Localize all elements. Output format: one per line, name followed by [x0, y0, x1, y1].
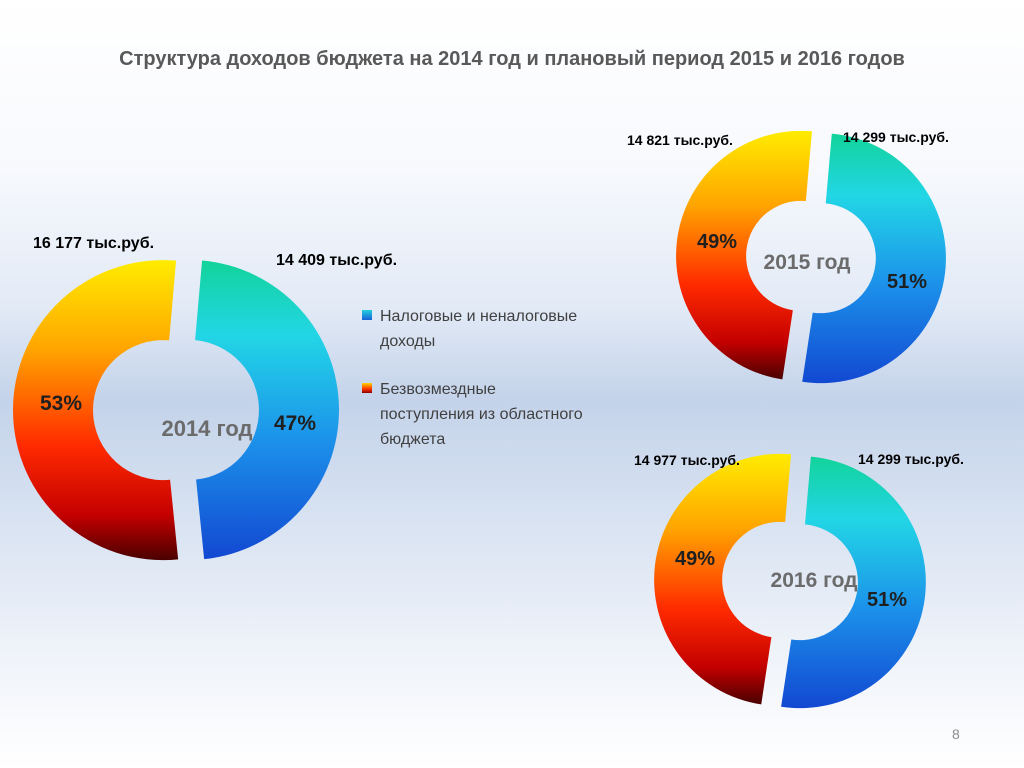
chart-2016: 2016 год 51% 49% 14 299 тыс.руб. 14 977 … — [634, 451, 964, 709]
slice-2015-tax-revenue — [802, 133, 946, 384]
center-label-2014: 2014 год — [161, 416, 252, 441]
page-number: 8 — [952, 726, 960, 742]
value-2015-transfers: 14 821 тыс.руб. — [627, 132, 733, 148]
value-2016-transfers: 14 977 тыс.руб. — [634, 452, 740, 468]
slice-2014-regional-transfers — [12, 260, 179, 561]
percent-2015-tax: 51% — [887, 271, 927, 293]
chart-2015: 2015 год 51% 49% 14 299 тыс.руб. 14 821 … — [627, 129, 949, 384]
percent-2014-tax: 47% — [274, 412, 316, 435]
legend-item-regional-transfers: Безвозмездные поступления из областного … — [362, 377, 592, 452]
legend-swatch-blue — [362, 310, 372, 320]
value-2015-tax: 14 299 тыс.руб. — [843, 129, 949, 145]
center-label-2016: 2016 год — [771, 569, 858, 592]
percent-2014-transfers: 53% — [40, 392, 82, 415]
slice-2016-regional-transfers — [654, 453, 792, 705]
value-2016-tax: 14 299 тыс.руб. — [858, 451, 964, 467]
percent-2016-tax: 51% — [867, 589, 907, 611]
legend-swatch-warm — [362, 383, 372, 393]
legend-item-tax-revenue: Налоговые и неналоговые доходы — [362, 304, 592, 354]
value-2014-transfers: 16 177 тыс.руб. — [33, 235, 154, 252]
slice-2014-tax-revenue — [195, 260, 339, 560]
percent-2015-transfers: 49% — [697, 231, 737, 253]
chart-2014: 2014 год 47% 53% 14 409 тыс.руб. 16 177 … — [12, 235, 397, 561]
slice-2016-tax-revenue — [781, 456, 926, 709]
center-label-2015: 2015 год — [764, 251, 851, 274]
legend-label-tax-revenue: Налоговые и неналоговые доходы — [380, 308, 578, 350]
legend: Налоговые и неналоговые доходы Безвозмез… — [362, 304, 592, 475]
slide-title: Структура доходов бюджета на 2014 год и … — [119, 48, 905, 70]
legend-label-regional-transfers: Безвозмездные поступления из областного … — [380, 381, 583, 448]
slice-2015-regional-transfers — [676, 130, 812, 380]
percent-2016-transfers: 49% — [675, 548, 715, 570]
value-2014-tax: 14 409 тыс.руб. — [276, 252, 397, 269]
